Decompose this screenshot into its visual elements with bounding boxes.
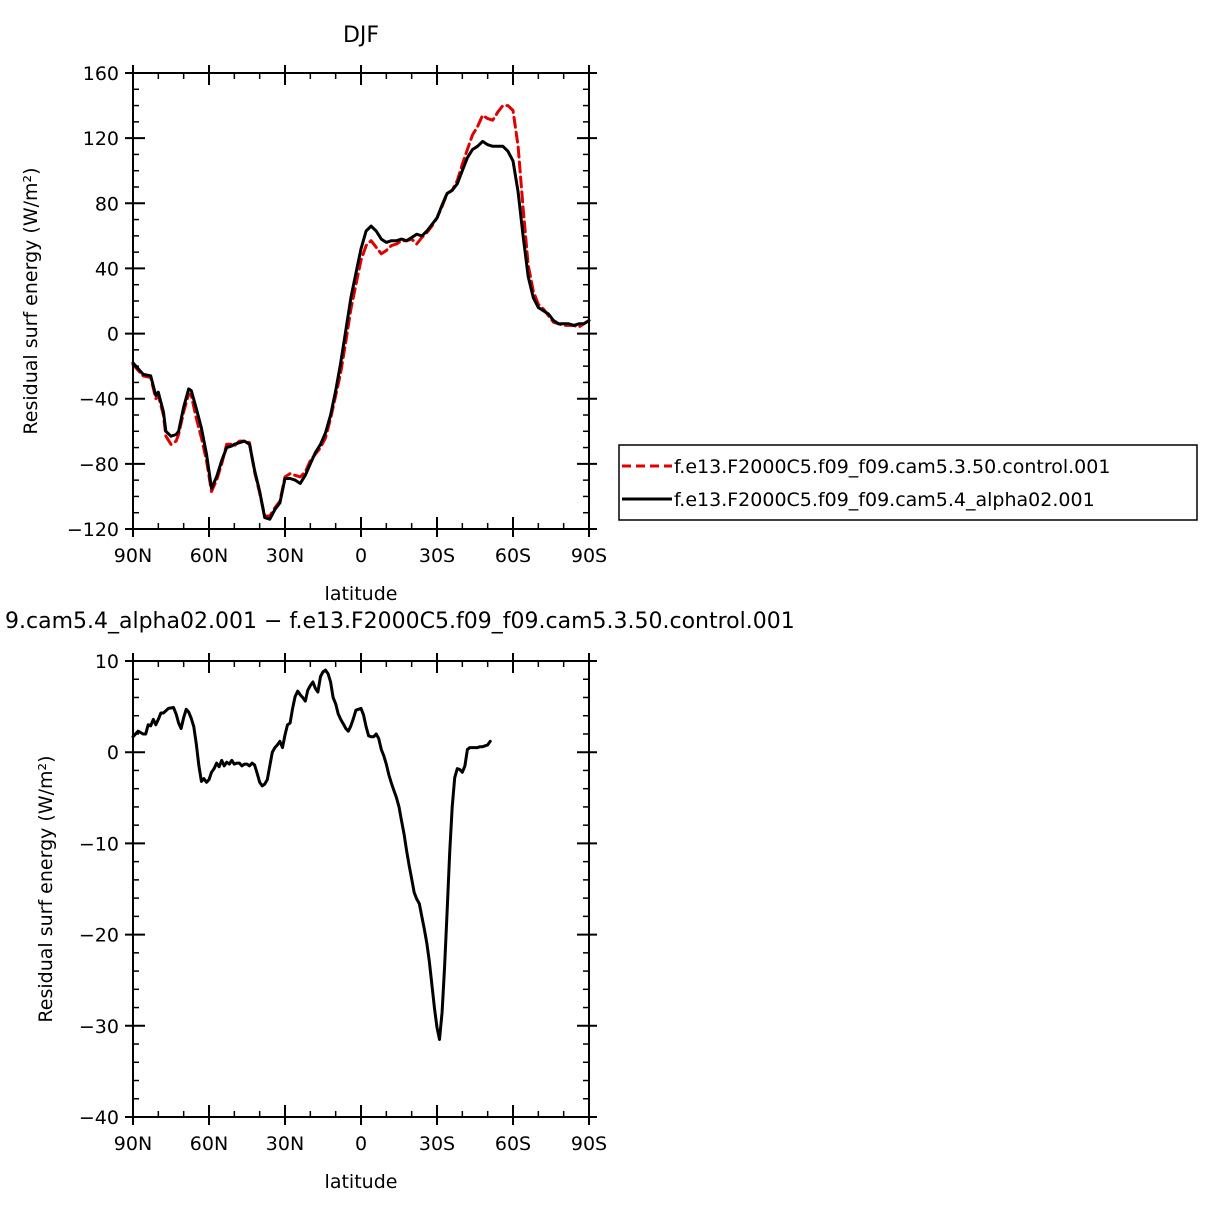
top-y-tick-label: −80 xyxy=(79,454,119,476)
top-series-line-1 xyxy=(131,139,591,521)
top-y-tick-label: 80 xyxy=(95,193,119,215)
bottom-y-tick-label: −10 xyxy=(79,833,119,855)
bottom-x-tick-label: 90S xyxy=(571,1133,607,1155)
bottom-x-tick-label: 60N xyxy=(190,1133,228,1155)
top-x-tick-label: 60S xyxy=(495,545,531,567)
top-x-axis-label: latitude xyxy=(325,583,398,605)
top-x-tick-label: 0 xyxy=(355,545,367,567)
legend-label-alpha02: f.e13.F2000C5.f09_f09.cam5.4_alpha02.001 xyxy=(674,489,1095,511)
bottom-panel: 9.cam5.4_alpha02.001 − f.e13.F2000C5.f09… xyxy=(5,609,795,1193)
legend: f.e13.F2000C5.f09_f09.cam5.3.50.control.… xyxy=(618,444,1198,521)
bottom-x-tick-label: 0 xyxy=(355,1133,367,1155)
top-y-axis-label: Residual surf energy (W/m²) xyxy=(20,167,42,434)
bottom-x-tick-label: 90N xyxy=(114,1133,152,1155)
top-series-line-0 xyxy=(131,104,591,518)
top-y-tick-label: 160 xyxy=(83,63,119,85)
top-plot-frame xyxy=(132,72,590,530)
top-panel-title: DJF xyxy=(343,23,379,48)
top-y-tick-label: 0 xyxy=(107,324,119,346)
bottom-panel-title: 9.cam5.4_alpha02.001 − f.e13.F2000C5.f09… xyxy=(5,609,795,634)
bottom-y-tick-label: 10 xyxy=(95,651,119,673)
top-panel: DJF 90N 60N 30N 0 30S 60S 90S −120 −80 −40 0 40 80 12… xyxy=(20,23,607,605)
bottom-y-tick-label: −20 xyxy=(79,925,119,947)
top-y-tick-label: −40 xyxy=(79,389,119,411)
top-x-tick-label: 90S xyxy=(571,545,607,567)
bottom-x-tick-label: 60S xyxy=(495,1133,531,1155)
top-y-tick-label: 120 xyxy=(83,128,119,150)
top-x-tick-label: 90N xyxy=(114,545,152,567)
bottom-x-tick-label: 30S xyxy=(419,1133,455,1155)
bottom-y-tick-label: 0 xyxy=(107,742,119,764)
bottom-x-tick-label: 30N xyxy=(266,1133,304,1155)
top-x-tick-label: 30S xyxy=(419,545,455,567)
bottom-y-tick-label: −30 xyxy=(79,1016,119,1038)
bottom-series-line-0 xyxy=(131,668,492,1041)
bottom-plot-frame xyxy=(132,660,590,1118)
top-x-tick-label: 30N xyxy=(266,545,304,567)
bottom-y-axis-label: Residual surf energy (W/m²) xyxy=(35,755,57,1022)
top-x-tick-label: 60N xyxy=(190,545,228,567)
legend-frame xyxy=(618,444,1198,521)
bottom-y-tick-label: −40 xyxy=(79,1107,119,1129)
bottom-x-axis-label: latitude xyxy=(325,1171,398,1193)
legend-label-control: f.e13.F2000C5.f09_f09.cam5.3.50.control.… xyxy=(674,456,1110,478)
top-y-tick-label: 40 xyxy=(95,258,119,280)
top-y-tick-label: −120 xyxy=(67,519,119,541)
